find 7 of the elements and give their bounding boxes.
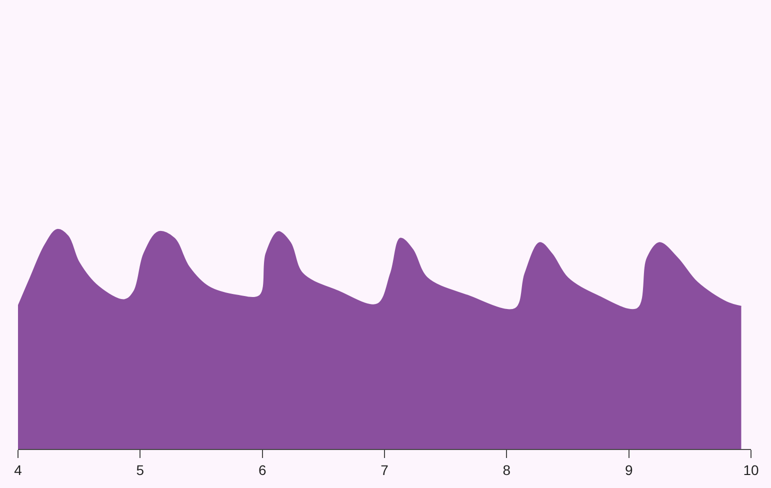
x-tick-label: 6 — [258, 462, 266, 478]
x-tick-label: 8 — [502, 462, 511, 478]
x-tick-label: 9 — [624, 462, 633, 478]
x-tick-label: 4 — [14, 462, 22, 478]
x-tick-label: 7 — [380, 462, 389, 478]
x-tick-label: 5 — [136, 462, 144, 478]
x-tick-label: 10 — [743, 462, 759, 478]
